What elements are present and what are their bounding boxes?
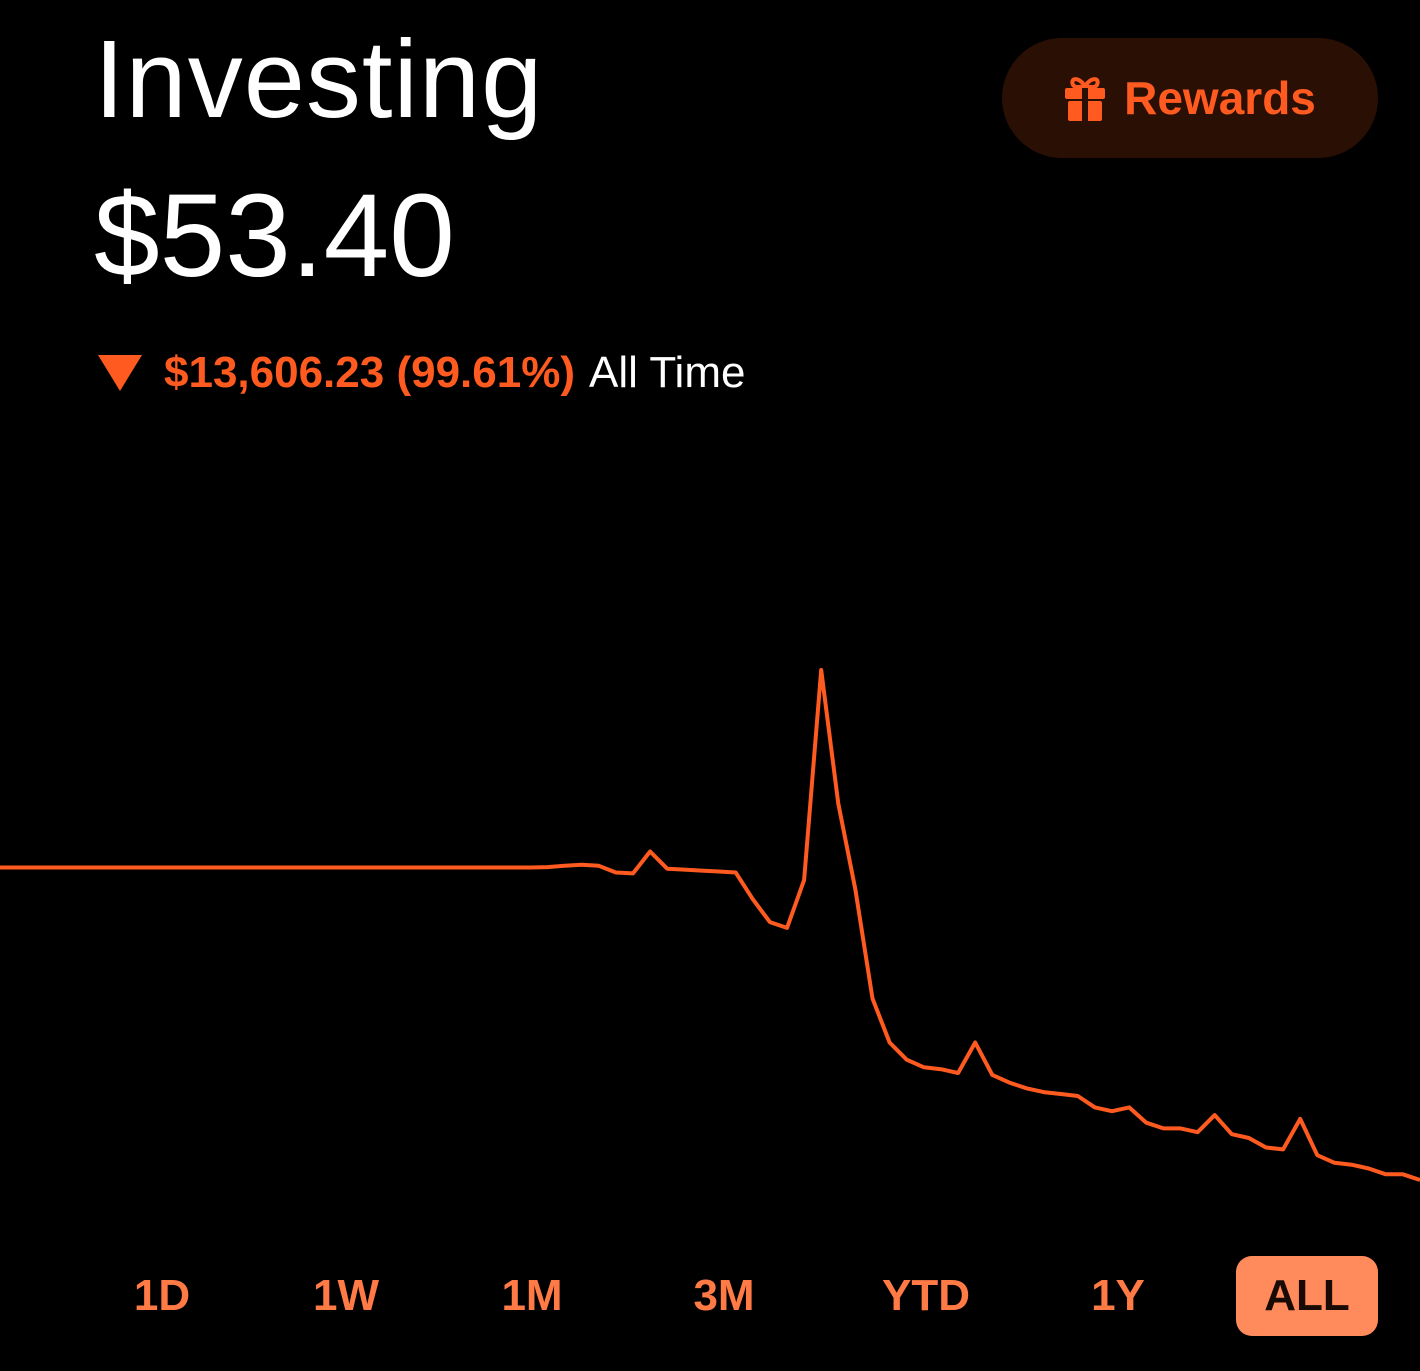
portfolio-chart[interactable]	[0, 640, 1420, 1200]
triangle-down-icon	[98, 355, 142, 391]
rewards-button[interactable]: Rewards	[1002, 38, 1378, 158]
range-option-ytd[interactable]: YTD	[882, 1271, 970, 1320]
range-option-1y[interactable]: 1Y	[1091, 1271, 1145, 1320]
page-title: Investing	[94, 18, 544, 141]
change-period: All Time	[588, 348, 746, 397]
range-option-all[interactable]: ALL	[1236, 1256, 1378, 1336]
gift-icon	[1065, 77, 1106, 122]
change-summary: $13,606.23 (99.61%) All Time	[96, 344, 745, 402]
range-option-1m[interactable]: 1M	[501, 1271, 563, 1320]
range-option-3m[interactable]: 3M	[693, 1271, 755, 1320]
portfolio-balance: $53.40	[94, 170, 455, 302]
rewards-label: Rewards	[1124, 72, 1316, 124]
range-option-1d[interactable]: 1D	[133, 1271, 191, 1320]
time-range-selector: 1D 1W 1M 3M YTD 1Y ALL	[0, 1256, 1420, 1336]
change-amount: $13,606.23 (99.61%)	[164, 348, 575, 397]
range-option-1w[interactable]: 1W	[313, 1271, 379, 1320]
series-line	[0, 668, 1420, 1182]
